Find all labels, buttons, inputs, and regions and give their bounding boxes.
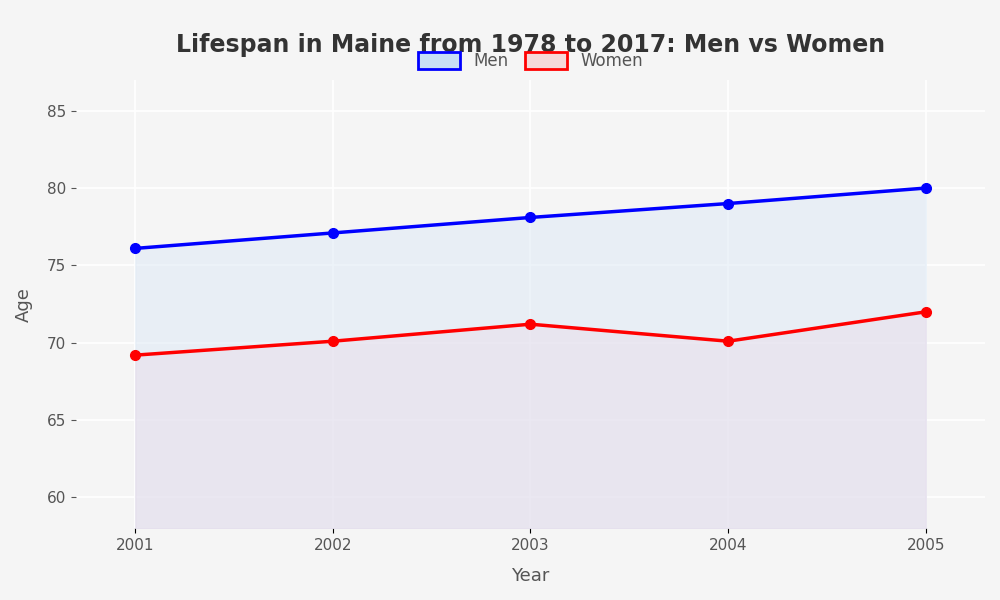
Women [524, 320, 536, 328]
Men [129, 245, 141, 252]
X-axis label: Year: Year [511, 567, 550, 585]
Women [327, 338, 339, 345]
Men [327, 229, 339, 236]
Women [722, 338, 734, 345]
Legend: Men, Women: Men, Women [410, 43, 651, 78]
Line: Men: Men [130, 183, 931, 253]
Men [524, 214, 536, 221]
Women [920, 308, 932, 316]
Line: Women: Women [130, 307, 931, 360]
Men [722, 200, 734, 207]
Men [920, 184, 932, 191]
Y-axis label: Age: Age [15, 287, 33, 322]
Women [129, 352, 141, 359]
Title: Lifespan in Maine from 1978 to 2017: Men vs Women: Lifespan in Maine from 1978 to 2017: Men… [176, 33, 885, 57]
